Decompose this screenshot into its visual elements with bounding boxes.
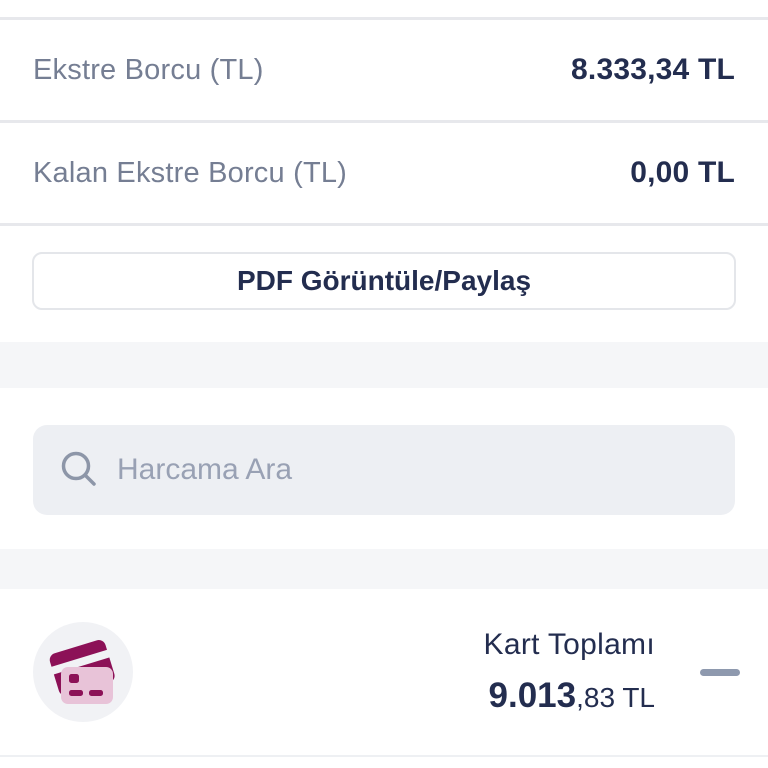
divider	[0, 120, 768, 123]
top-spacer	[0, 0, 768, 17]
card-total-label: Kart Toplamı	[483, 628, 655, 661]
pdf-button-section: PDF Görüntüle/Paylaş	[0, 226, 768, 342]
divider	[0, 223, 768, 226]
row-label-ekstre-borcu: Ekstre Borcu (TL)	[33, 53, 264, 86]
divider	[0, 17, 768, 20]
card-total-row[interactable]: Kart Toplamı 9.013 ,83 TL	[0, 589, 768, 755]
collapse-minus-icon[interactable]	[700, 668, 740, 676]
divider	[0, 755, 768, 757]
search-icon	[59, 449, 101, 491]
section-separator-band	[0, 549, 768, 589]
row-value-ekstre-borcu: 8.333,34 TL	[571, 53, 735, 86]
row-label-kalan-ekstre-borcu: Kalan Ekstre Borcu (TL)	[33, 156, 348, 189]
search-bar[interactable]	[33, 425, 735, 515]
summary-row-kalan-ekstre-borcu: Kalan Ekstre Borcu (TL) 0,00 TL	[0, 123, 768, 223]
summary-row-ekstre-borcu: Ekstre Borcu (TL) 8.333,34 TL	[0, 20, 768, 120]
pdf-view-share-button[interactable]: PDF Görüntüle/Paylaş	[32, 252, 736, 310]
credit-card-icon	[33, 622, 133, 722]
search-section	[0, 388, 768, 549]
card-total-text: Kart Toplamı 9.013 ,83 TL	[484, 628, 655, 716]
card-total-amount: 9.013 ,83 TL	[489, 676, 655, 716]
section-separator-band	[0, 342, 768, 388]
card-total-amount-main: 9.013	[488, 676, 577, 715]
row-value-kalan-ekstre-borcu: 0,00 TL	[630, 156, 735, 189]
card-total-amount-fraction: ,83 TL	[576, 682, 655, 713]
search-input[interactable]	[117, 453, 709, 487]
